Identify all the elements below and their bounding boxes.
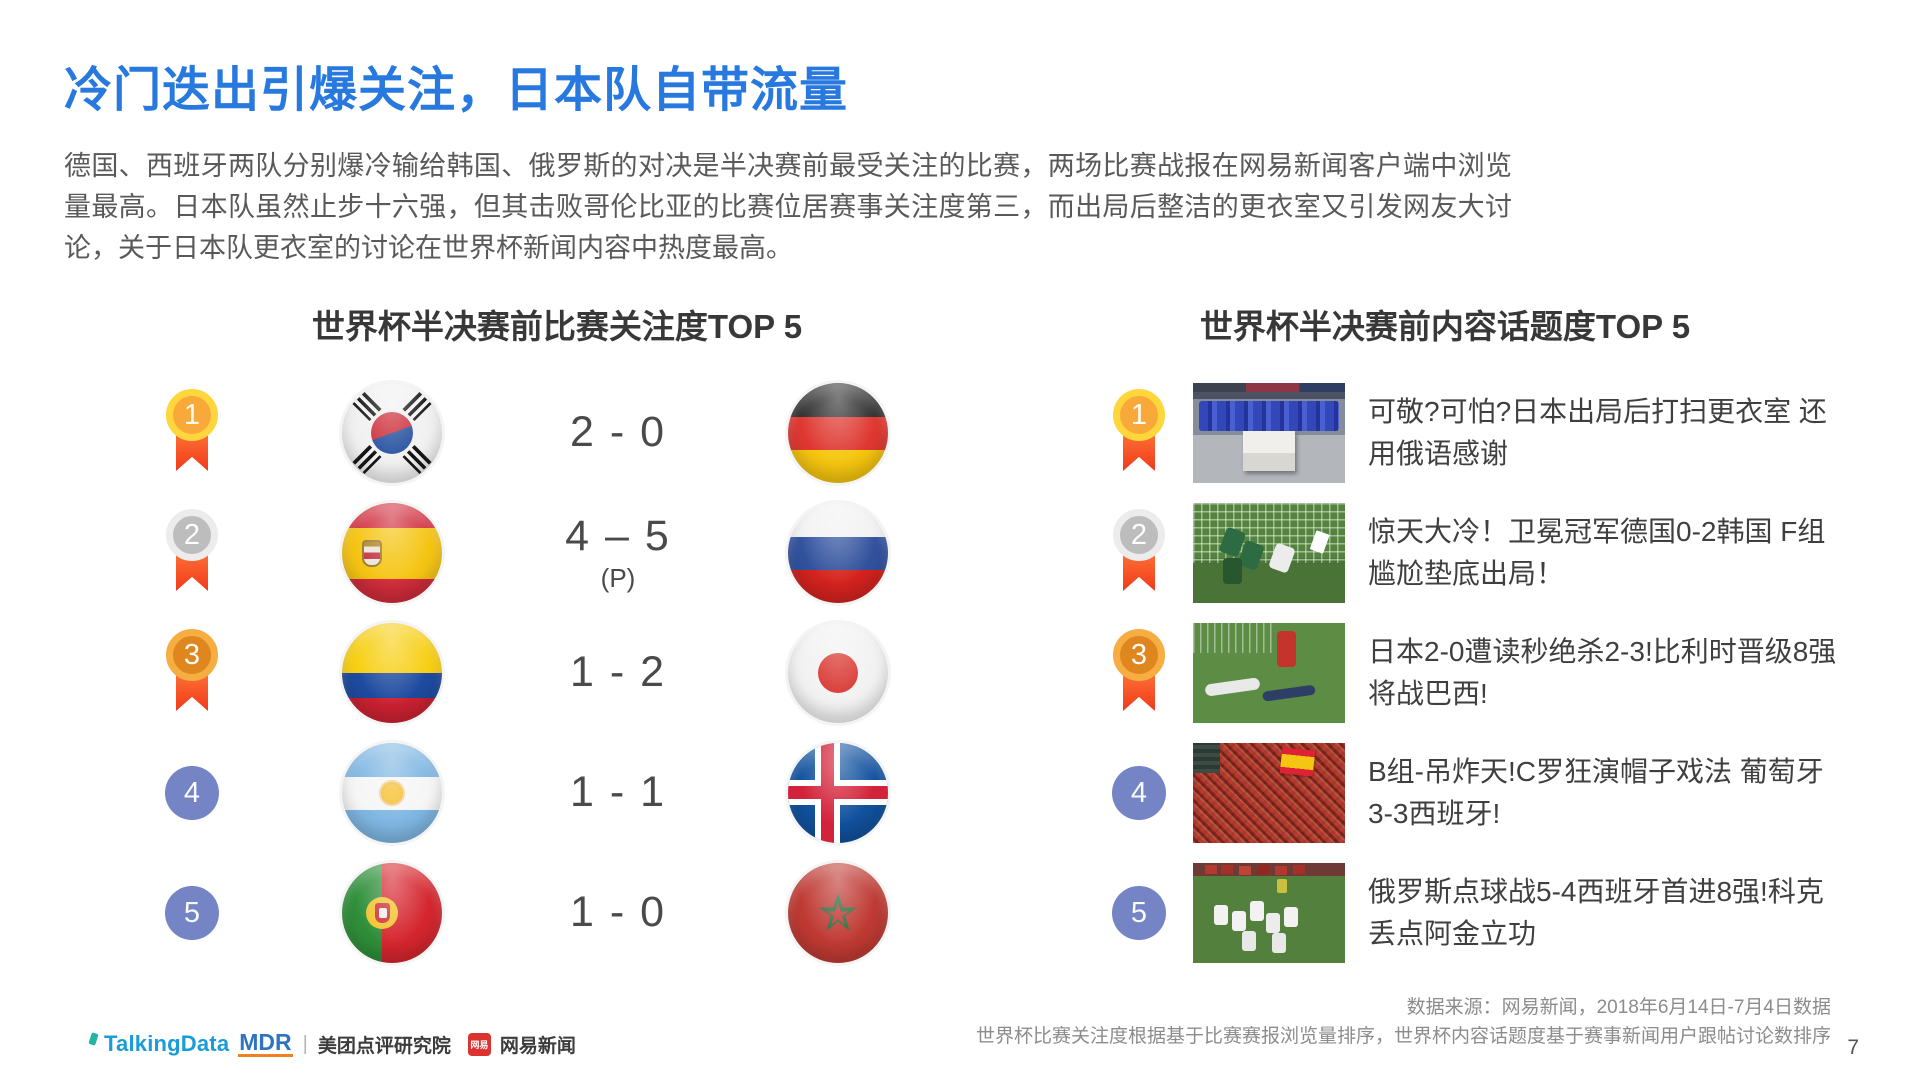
team-a-flag-icon xyxy=(342,743,442,843)
topic-row-2: 2 惊天大冷！卫冕冠军德国0-2韩国 F组尴尬垫底出局！ xyxy=(1060,493,1921,613)
news-headline: 俄罗斯点球战5-4西班牙首进8强!科克丢点阿金立功 xyxy=(1368,876,1824,949)
topic-row-1: 1 可敬?可怕?日本出局后打扫更衣室 还用俄语感谢 xyxy=(1060,373,1921,493)
rank-number: 2 xyxy=(1130,518,1148,551)
match-row-4: 4 1 - 1 xyxy=(0,733,1000,853)
rank-number: 5 xyxy=(1130,896,1148,929)
match-row-5: 5 1 - 0 xyxy=(0,853,1000,973)
talkingdata-logo: TalkingData xyxy=(104,1031,230,1056)
rank-number: 1 xyxy=(183,398,201,431)
match-score: 4 – 5 xyxy=(565,512,671,560)
news-headline: 惊天大冷！卫冕冠军德国0-2韩国 F组尴尬垫底出局！ xyxy=(1368,516,1826,589)
data-source-line2: 世界杯比赛关注度根据基于比赛赛报浏览量排序，世界杯内容话题度基于赛事新闻用户跟帖… xyxy=(975,1025,1831,1047)
team-a-flag-icon xyxy=(342,623,442,723)
topic-row-3: 3 日本2-0遭读秒绝杀2-3!比利时晋级8强将战巴西! xyxy=(1060,613,1921,733)
team-b-flag-icon xyxy=(788,863,888,963)
rank-2-medal-icon: 2 xyxy=(165,493,219,603)
team-a-flag-icon xyxy=(342,863,442,963)
match-score: 1 - 2 xyxy=(569,647,667,696)
score-block: 1 - 0 xyxy=(530,853,706,973)
score-block: 1 - 2 xyxy=(530,613,706,733)
left-panel-header: 世界杯半决赛前比赛关注度TOP 5 xyxy=(311,308,803,345)
rank-3-medal-icon: 3 xyxy=(1112,613,1166,723)
news-thumbnail xyxy=(1193,743,1345,843)
match-score: 1 - 1 xyxy=(569,767,667,816)
rank-5-medal-icon: 5 xyxy=(165,853,219,963)
page-title: 冷门迭出引爆关注，日本队自带流量 xyxy=(64,64,849,117)
rank-number: 5 xyxy=(183,896,201,929)
news-headline: B组-吊炸天!C罗狂演帽子戏法 葡萄牙3-3西班牙! xyxy=(1368,756,1824,829)
meituan-dianping-institute-label: 美团点评研究院 xyxy=(317,1035,451,1057)
rank-number: 4 xyxy=(183,776,201,809)
team-b-flag-icon xyxy=(788,503,888,603)
score-note: (P) xyxy=(600,563,636,593)
score-block: 2 - 0 xyxy=(530,373,706,493)
news-headline: 可敬?可怕?日本出局后打扫更衣室 还用俄语感谢 xyxy=(1368,396,1827,469)
news-thumbnail xyxy=(1193,863,1345,963)
netease-logo-icon: 网易 xyxy=(467,1032,491,1056)
rank-number: 4 xyxy=(1130,776,1148,809)
match-row-2: 2 4 – 5 (P) xyxy=(0,493,1000,613)
rank-number: 3 xyxy=(183,638,201,671)
rank-2-medal-icon: 2 xyxy=(1112,493,1166,603)
rank-3-medal-icon: 3 xyxy=(165,613,219,723)
rank-number: 1 xyxy=(1130,398,1148,431)
match-row-3: 3 1 - 2 xyxy=(0,613,1000,733)
page-number: 7 xyxy=(1847,1036,1859,1059)
team-a-flag-icon xyxy=(342,383,442,483)
rank-number: 2 xyxy=(183,518,201,551)
footer-logos: TalkingData MDR | 美团点评研究院 网易 网易新闻 xyxy=(88,1029,576,1058)
topic-row-4: 4 B组-吊炸天!C罗狂演帽子戏法 葡萄牙3-3西班牙! xyxy=(1060,733,1921,853)
rank-number: 3 xyxy=(1130,638,1148,671)
intro-paragraph: 德国、西班牙两队分别爆冷输给韩国、俄罗斯的对决是半决赛前最受关注的比赛，两场比赛… xyxy=(64,151,1512,264)
logo-divider: | xyxy=(302,1032,308,1055)
rank-5-medal-icon: 5 xyxy=(1112,853,1166,963)
rank-4-medal-icon: 4 xyxy=(1112,733,1166,843)
data-source-note: 数据来源：网易新闻，2018年6月14日-7月4日数据 世界杯比赛关注度根据基于… xyxy=(976,994,1831,1051)
team-b-flag-icon xyxy=(788,623,888,723)
news-thumbnail xyxy=(1193,623,1345,723)
netease-news-label: 网易新闻 xyxy=(499,1035,576,1057)
team-b-flag-icon xyxy=(788,383,888,483)
rank-1-medal-icon: 1 xyxy=(1112,373,1166,483)
match-score: 1 - 0 xyxy=(569,887,667,936)
score-block: 4 – 5 (P) xyxy=(530,493,706,613)
right-panel-header: 世界杯半决赛前内容话题度TOP 5 xyxy=(1199,308,1691,345)
data-source-line1: 数据来源：网易新闻，2018年6月14日-7月4日数据 xyxy=(1406,997,1831,1018)
rank-1-medal-icon: 1 xyxy=(165,373,219,483)
team-a-flag-icon xyxy=(342,503,442,603)
news-thumbnail xyxy=(1193,383,1345,483)
match-row-1: 1 2 - 0 xyxy=(0,373,1000,493)
topic-row-5: 5 俄罗斯点球战5-4西班牙首进8强!科克丢点阿金立功 xyxy=(1060,853,1921,973)
match-score: 2 - 0 xyxy=(569,407,667,456)
score-block: 1 - 1 xyxy=(530,733,706,853)
team-b-flag-icon xyxy=(788,743,888,843)
rank-4-medal-icon: 4 xyxy=(165,733,219,843)
news-thumbnail xyxy=(1193,503,1345,603)
talkingdata-tick-icon xyxy=(88,1032,99,1046)
mdr-logo: MDR xyxy=(238,1029,293,1057)
news-headline: 日本2-0遭读秒绝杀2-3!比利时晋级8强将战巴西! xyxy=(1368,636,1837,709)
